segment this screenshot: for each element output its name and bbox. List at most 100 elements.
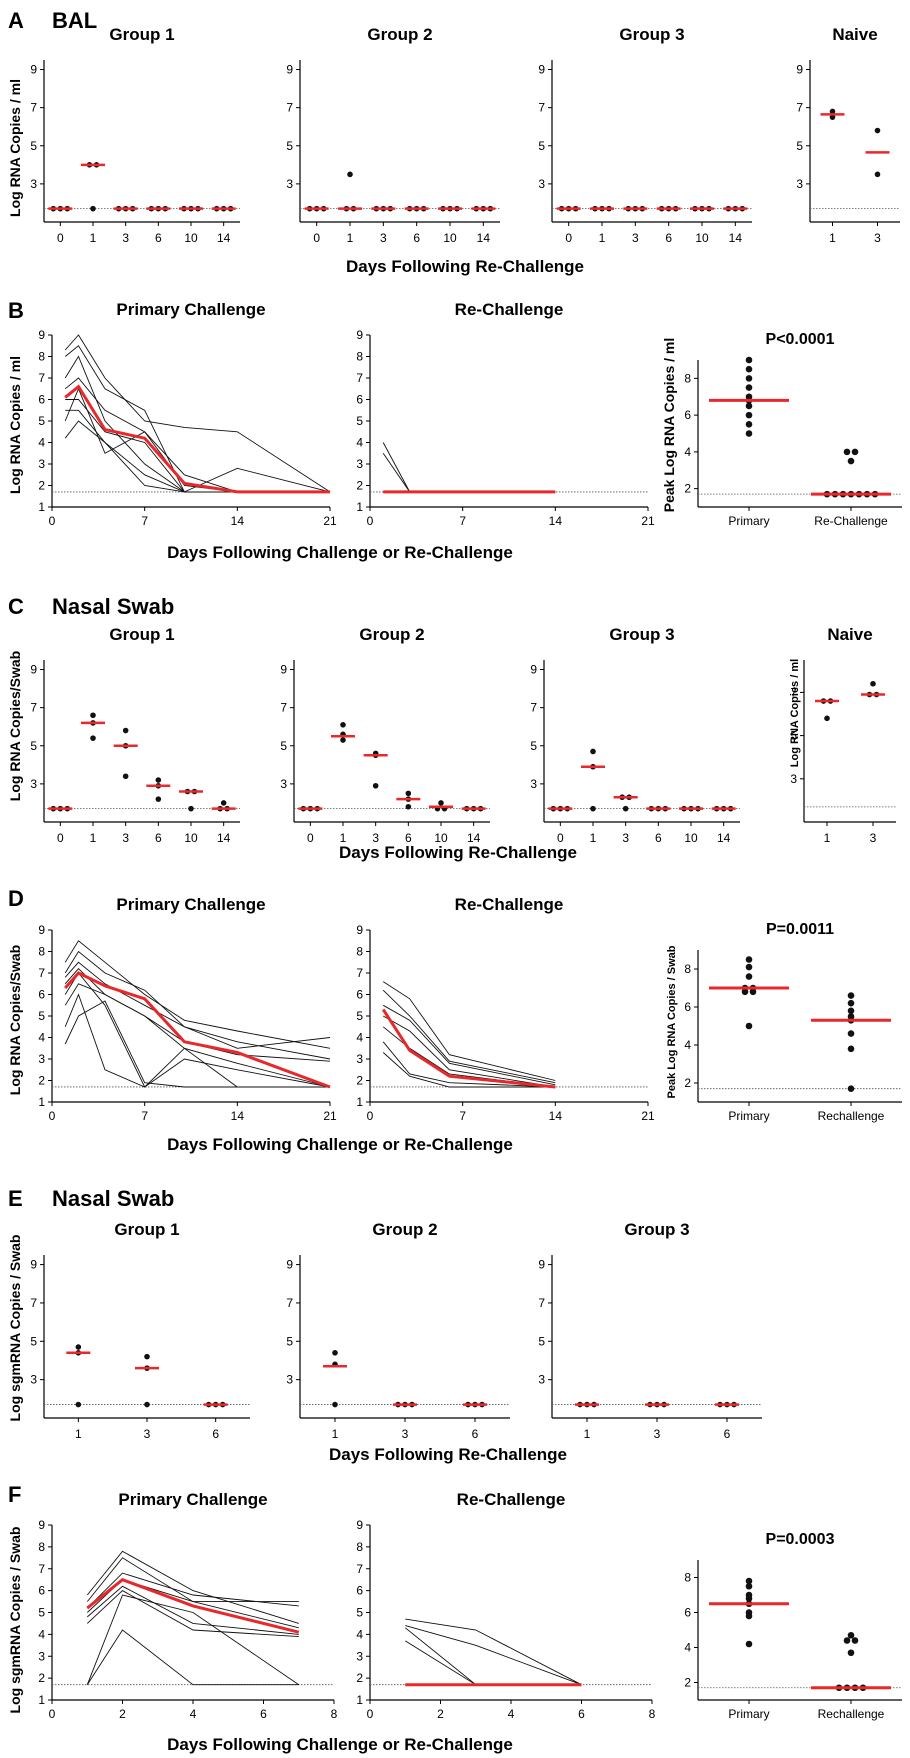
y-tick-label: 5 [286,139,293,153]
data-point [122,773,129,780]
x-tick-label: 6 [212,1427,219,1441]
data-point [340,737,346,743]
panel-f-ylabel: Log sgmRNA Copies / Swab [7,1527,23,1714]
y-tick-label: 4 [684,445,691,459]
panel-letter-c: C [8,594,24,619]
y-tick-label: 7 [38,966,45,980]
y-tick-label: 1 [356,500,363,514]
y-tick-label: 5 [280,739,287,753]
animal-line [86,1590,299,1638]
data-point [843,448,851,456]
x-tick-label: 7 [459,1109,466,1123]
chart-title: Primary Challenge [116,895,265,914]
data-point [590,748,596,755]
x-tick-label: Primary [728,1707,769,1721]
x-tick-label: 1 [584,1427,591,1441]
x-tick-label: 6 [413,231,420,245]
data-point [220,800,227,806]
y-tick-label: 3 [356,457,363,471]
y-tick-label: 5 [38,1606,45,1620]
chart-c-group1: Group 1 3 5 7 9 0 1 3 6 10 14 [30,625,240,845]
y-tick-label: 7 [538,101,545,115]
x-tick-label: 1 [75,1427,82,1441]
x-tick-label: Primary [728,1109,769,1123]
x-tick-label: 1 [332,1427,339,1441]
y-tick-label: 1 [38,1095,45,1109]
x-tick-label: 14 [467,831,481,845]
y-tick-label: 9 [356,923,363,937]
data-point [155,777,162,783]
data-point [340,722,346,728]
panel-e-title: Nasal Swab [52,1186,174,1211]
x-tick-label: Rechallenge [818,1109,885,1123]
data-point [745,356,753,364]
x-tick-label: 3 [122,231,129,245]
y-tick-label: 2 [38,1671,45,1685]
panel-a-title: BAL [52,8,97,33]
animal-line [382,442,556,493]
y-tick-label: 4 [356,436,363,450]
panel-letter-a: A [8,8,24,33]
y-tick-label: 7 [356,1562,363,1576]
data-point [745,430,753,437]
x-tick-label: 2 [119,1707,126,1721]
y-tick-label: 8 [356,1540,363,1554]
y-tick-label: 5 [796,139,803,153]
x-tick-label: 14 [217,231,231,245]
animal-line [64,961,331,1060]
y-tick-label: 2 [356,479,363,493]
y-tick-label: 3 [30,1373,37,1387]
y-tick-label: 6 [38,988,45,1002]
data-point [851,1637,859,1644]
y-tick-label: 4 [684,1641,691,1655]
data-point [622,805,629,812]
chart-title: Primary Challenge [118,1490,267,1509]
y-tick-label: 9 [530,663,537,677]
data-point [829,108,836,115]
data-point [847,457,855,465]
animal-line [86,1594,300,1686]
y-tick-label: 5 [356,1009,363,1023]
y-tick-label: 5 [38,414,45,428]
animal-line [65,409,330,493]
data-point [188,805,194,812]
data-point [405,803,412,810]
chart-title: Re-Challenge [455,300,564,319]
chart-title: Naive [827,625,872,644]
data-point [847,1030,855,1037]
y-tick-label: 5 [30,1334,37,1348]
x-tick-label: 0 [565,231,572,245]
y-tick-label: 6 [356,1584,363,1598]
y-tick-label: 8 [356,945,363,959]
animal-line [382,981,556,1081]
animal-line [64,940,331,1049]
panel-c-xlabel: Days Following Re-Challenge [339,843,577,862]
y-tick-label: 9 [30,63,37,77]
y-tick-label: 9 [538,1258,545,1272]
median-line [381,1008,556,1089]
y-tick-label: 9 [356,1518,363,1532]
x-tick-label: 1 [590,831,597,845]
y-tick-label: 7 [30,1296,37,1310]
panel-letter-b: B [8,298,24,323]
y-tick-label: 8 [38,350,45,364]
y-tick-label: 5 [286,1334,293,1348]
x-tick-label: 14 [717,831,731,845]
y-tick-label: 9 [356,328,363,342]
animal-line [86,1629,299,1686]
x-tick-label: 21 [323,514,337,528]
x-tick-label: 10 [184,231,198,245]
y-tick-label: 8 [684,371,691,385]
y-tick-label: 7 [356,371,363,385]
animal-line [405,1625,582,1686]
chart-b-peak: P<0.0001 2 4 6 8 Primary Re-Challenge [684,331,902,528]
y-tick-label: 2 [684,482,691,496]
data-point [405,790,412,797]
data-point [847,1045,855,1053]
chart-title: Group 3 [624,1220,689,1239]
chart-title: Group 2 [367,25,432,44]
x-tick-label: 0 [57,831,64,845]
animal-line [64,334,331,493]
data-point [847,1007,855,1015]
